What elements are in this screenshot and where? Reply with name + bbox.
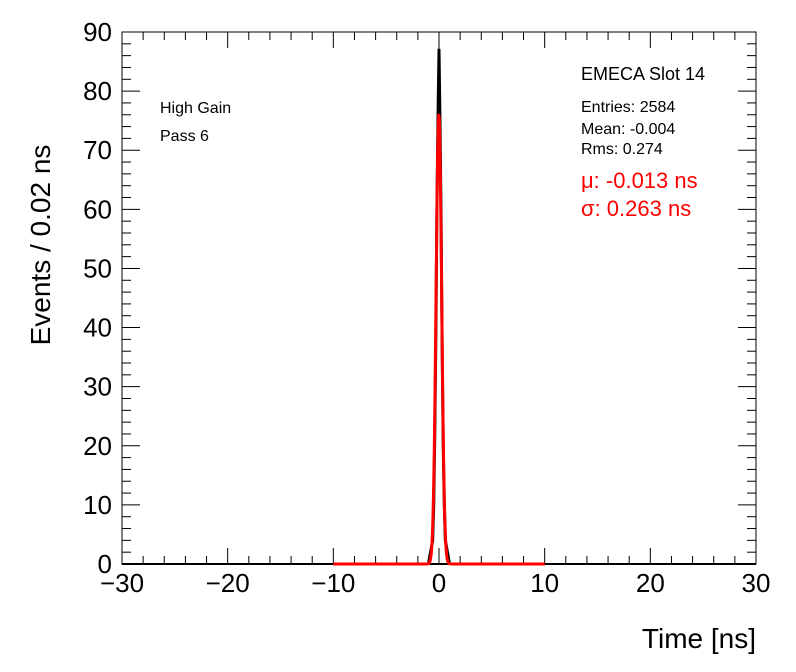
annotation-pass: Pass 6 <box>160 128 209 145</box>
y-tick-label: 80 <box>83 76 112 106</box>
x-tick-label: −20 <box>206 568 250 598</box>
y-tick-label: 30 <box>83 372 112 402</box>
y-tick-label: 50 <box>83 253 112 283</box>
y-tick-labels: 0 10 20 30 40 50 60 70 80 90 <box>83 17 112 579</box>
fit-curve <box>332 113 546 566</box>
y-tick-label: 90 <box>83 17 112 47</box>
axis-ticks <box>121 31 757 565</box>
x-tick-label: −30 <box>100 568 144 598</box>
annotation-high-gain: High Gain <box>160 100 231 117</box>
x-tick-label: 10 <box>530 568 559 598</box>
fit-mu: μ: -0.013 ns <box>581 168 698 193</box>
x-axis-label: Time [ns] <box>642 623 756 654</box>
y-tick-label: 60 <box>83 194 112 224</box>
stats-mean: Mean: -0.004 <box>581 121 675 138</box>
gaussian-fit-line <box>332 113 546 566</box>
x-tick-label: −10 <box>311 568 355 598</box>
x-tick-label: 30 <box>742 568 771 598</box>
stats-title: EMECA Slot 14 <box>581 64 705 84</box>
fit-sigma: σ: 0.263 ns <box>581 196 691 221</box>
y-axis-label: Events / 0.02 ns <box>25 145 56 346</box>
x-tick-label: 20 <box>636 568 665 598</box>
x-tick-labels: −30 −20 −10 0 10 20 30 <box>100 568 771 598</box>
stats-entries: Entries: 2584 <box>581 99 675 116</box>
x-tick-label: 0 <box>432 568 446 598</box>
stats-rms: Rms: 0.274 <box>581 141 663 158</box>
y-tick-label: 40 <box>83 313 112 343</box>
y-tick-label: 0 <box>98 549 112 579</box>
y-tick-label: 70 <box>83 135 112 165</box>
y-tick-label: 10 <box>83 490 112 520</box>
y-tick-label: 20 <box>83 431 112 461</box>
